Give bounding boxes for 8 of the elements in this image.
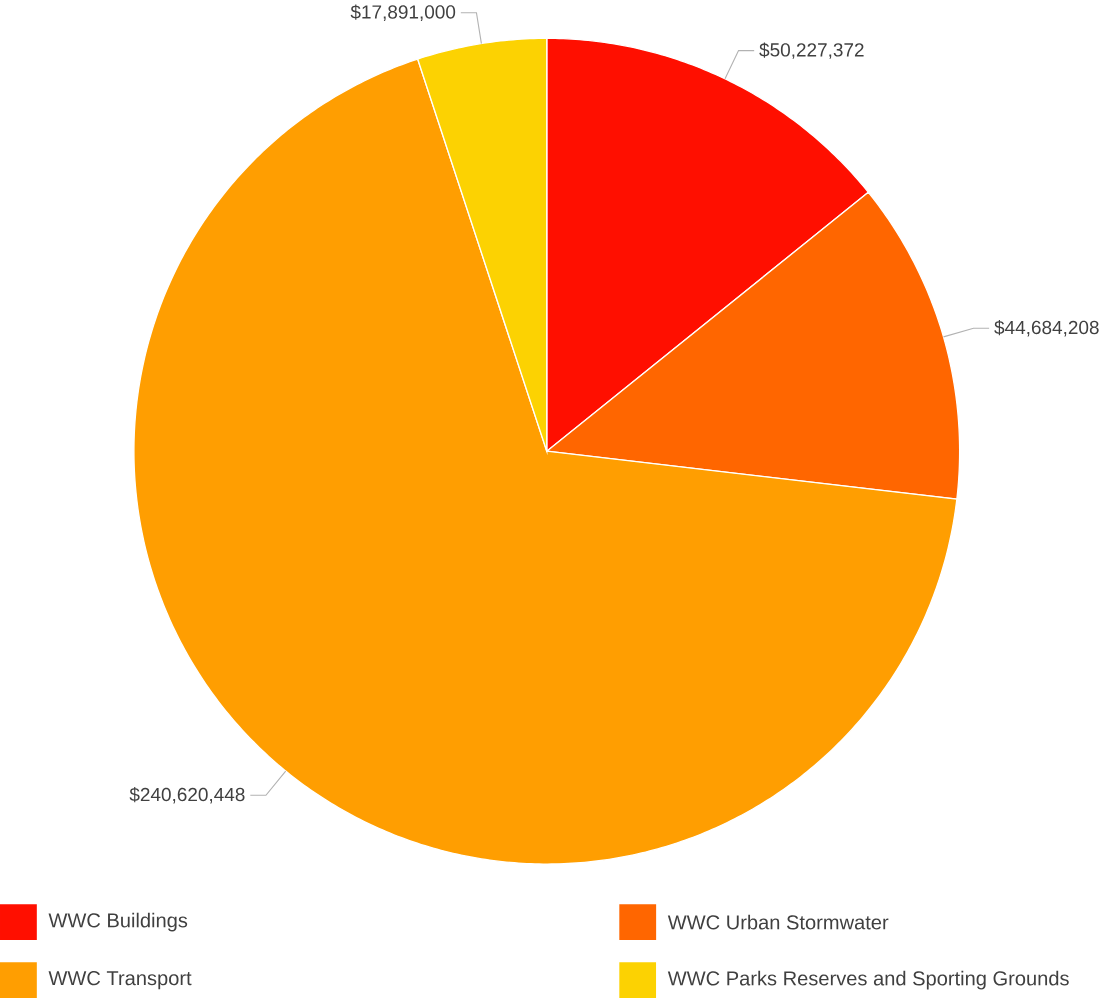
data-label: $17,891,000 xyxy=(350,4,456,21)
legend-label: WWC Parks Reserves and Sporting Grounds xyxy=(667,970,1069,990)
legend-label: WWC Buildings xyxy=(48,912,188,932)
legend-label: WWC Transport xyxy=(48,971,192,990)
legend-label: WWC Urban Stormwater xyxy=(667,914,889,930)
data-label: $240,620,448 xyxy=(129,787,245,804)
data-label: $50,227,372 xyxy=(759,42,864,59)
data-label: $44,684,208 xyxy=(994,319,1099,337)
